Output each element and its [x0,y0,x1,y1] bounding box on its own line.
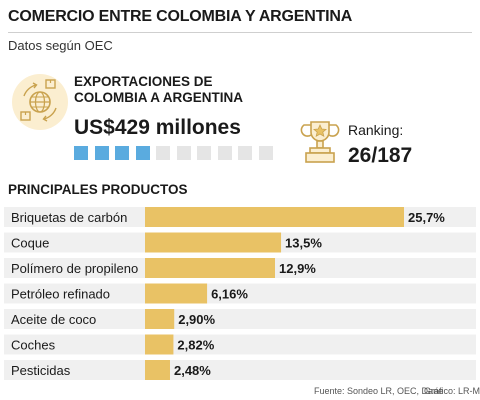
title-divider [8,32,472,33]
page-subtitle: Datos según OEC [8,38,113,53]
level-square-empty [258,146,273,160]
row-background [4,283,476,304]
category-label: Coches [11,338,56,353]
bar [145,207,404,227]
level-square-empty [197,146,211,160]
ranking-value: 26/187 [348,144,413,167]
value-label: 2,82% [177,338,214,353]
category-label: Petróleo refinado [11,287,110,302]
level-square-empty [238,146,252,160]
level-square-empty [156,146,170,160]
level-square-empty [176,146,191,160]
category-label: Coque [11,236,49,251]
value-label: 2,48% [174,363,211,378]
products-title: PRINCIPALES PRODUCTOS [8,182,188,197]
products-bar-chart: Briquetas de carbón 25,7% Coque 13,5% Políme… [4,207,476,380]
bar [145,334,174,355]
exports-value: US$429 millones [74,116,241,139]
trophy-icon [300,121,340,163]
source-note: Fuente: Sondeo LR, OEC, Dane [314,386,444,396]
row-background [4,334,476,355]
value-label: 6,16% [211,287,248,302]
ranking-label: Ranking: [348,122,404,138]
value-label: 25,7% [408,210,445,225]
globe-trade-icon [12,74,68,130]
credit-note: Gráfico: LR-MN [424,386,480,396]
row-background [4,360,476,380]
bar [145,360,170,380]
bar [145,283,208,304]
category-label: Polímero de propileno [11,261,138,276]
category-label: Briquetas de carbón [11,210,127,225]
value-label: 12,9% [279,261,316,276]
bar [145,258,276,278]
level-square-filled [74,146,88,160]
category-label: Aceite de coco [11,312,96,327]
bar [145,309,175,329]
exports-label: EXPORTACIONES DE COLOMBIA A ARGENTINA [74,74,243,105]
level-square-filled [135,146,150,160]
level-square-filled [115,146,129,160]
row-background [4,309,476,329]
value-label: 2,90% [178,312,215,327]
category-label: Pesticidas [11,363,71,378]
level-square-filled [94,146,109,160]
page-title: COMERCIO ENTRE COLOMBIA Y ARGENTINA [8,8,353,25]
bar [145,232,282,253]
value-label: 13,5% [285,236,322,251]
level-square-empty [217,146,232,160]
